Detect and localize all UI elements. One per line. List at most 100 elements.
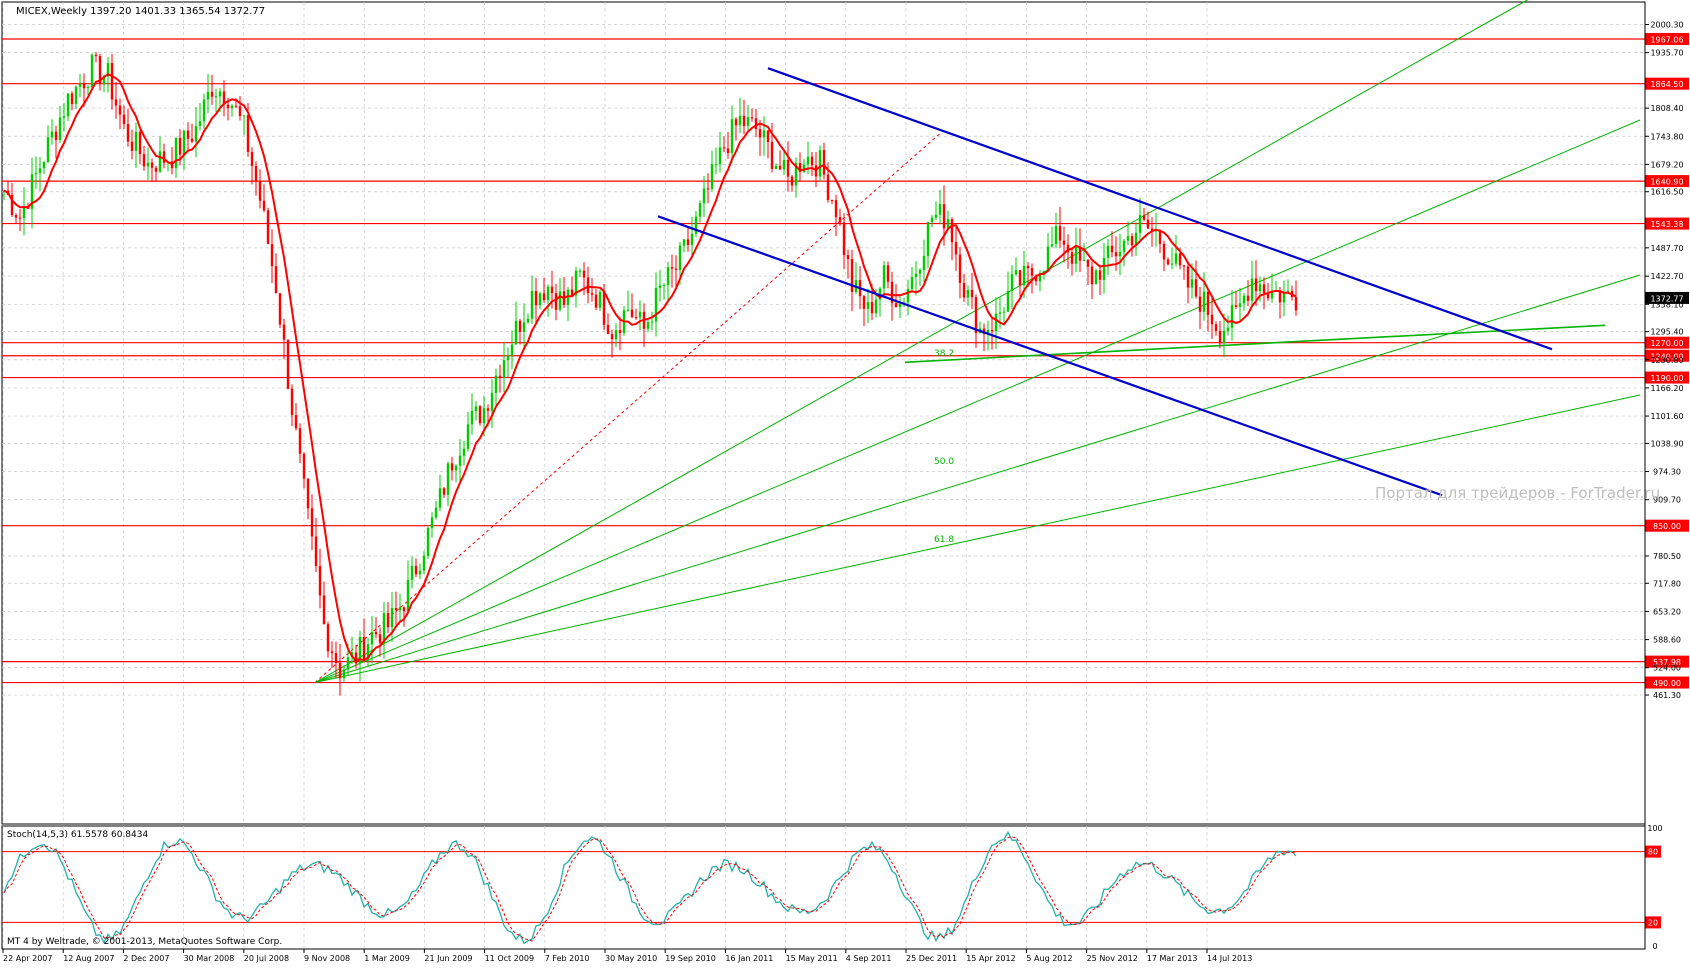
candle-body <box>274 266 278 294</box>
candle-body <box>550 286 554 294</box>
candle-body <box>566 289 570 305</box>
candle-body <box>1070 252 1074 264</box>
candle-body <box>1266 292 1270 299</box>
candle-body <box>634 317 638 319</box>
candle-body <box>306 478 310 509</box>
candle-body <box>390 608 394 628</box>
candle-body <box>1286 290 1290 293</box>
candle-body <box>182 130 186 155</box>
candle-body <box>498 375 502 378</box>
candle-body <box>386 613 390 628</box>
candle-body <box>1158 230 1162 244</box>
candle-body <box>994 313 998 332</box>
time-tick-label: 5 Aug 2012 <box>1026 954 1072 963</box>
candle-body <box>1150 228 1154 231</box>
price-tick-label: 780.50 <box>1653 552 1681 561</box>
candle-body <box>478 406 482 424</box>
candle-body <box>318 566 322 596</box>
candle-body <box>794 163 798 186</box>
candle-body <box>1282 292 1286 303</box>
price-tick-label: 1038.90 <box>1650 439 1683 448</box>
candle-body <box>1134 232 1138 246</box>
candle-body <box>474 406 478 412</box>
candle-body <box>1278 290 1282 303</box>
price-tick-label: 1230.80 <box>1650 356 1683 365</box>
candle-body <box>974 297 978 334</box>
candle-body <box>722 147 726 149</box>
time-tick-label: 16 Jan 2011 <box>725 954 773 963</box>
candle-body <box>206 91 210 100</box>
candle-body <box>90 54 94 88</box>
candle-body <box>1002 311 1006 313</box>
candle-body <box>686 239 690 246</box>
candle-body <box>1054 226 1058 245</box>
candle-body <box>558 291 562 310</box>
time-tick-label: 2 Dec 2007 <box>123 954 169 963</box>
candle-body <box>822 150 826 175</box>
candle-body <box>774 165 778 170</box>
candle-body <box>1202 291 1206 312</box>
candle-body <box>426 528 430 556</box>
candle-body <box>1110 245 1114 253</box>
candle-body <box>82 83 86 89</box>
time-tick-label: 1 Mar 2009 <box>364 954 410 963</box>
candle-body <box>418 570 422 575</box>
candle-body <box>242 115 246 117</box>
candle-body <box>458 455 462 466</box>
candle-body <box>342 669 346 679</box>
candle-body <box>42 161 46 169</box>
candle-body <box>286 339 290 389</box>
candle-body <box>682 239 686 246</box>
candle-body <box>1122 240 1126 252</box>
candle-body <box>1126 236 1130 241</box>
candle-body <box>1138 215 1142 233</box>
level-price-label: 537.98 <box>1653 658 1681 667</box>
candle-body <box>290 388 294 416</box>
candle-body <box>726 148 730 154</box>
candle-body <box>70 93 74 105</box>
candle-body <box>578 270 582 272</box>
candle-body <box>1234 305 1238 307</box>
candle-body <box>730 119 734 154</box>
candle-body <box>750 117 754 119</box>
candle-body <box>534 290 538 306</box>
candle-body <box>1026 265 1030 269</box>
price-tick-label: 974.30 <box>1653 468 1681 477</box>
candle-body <box>30 174 34 209</box>
candle-body <box>1178 253 1182 266</box>
stoch-tick-label: 0 <box>1652 942 1657 951</box>
time-tick-label: 17 Mar 2013 <box>1147 954 1198 963</box>
level-price-tag <box>1645 676 1689 689</box>
candle-body <box>1062 240 1066 245</box>
candle-body <box>1010 274 1014 291</box>
level-price-tag <box>1645 336 1689 349</box>
candle-body <box>106 63 110 77</box>
candle-body <box>598 291 602 308</box>
candle-body <box>602 291 606 325</box>
candle-body <box>1166 259 1170 265</box>
price-tick-label: 1808.40 <box>1650 104 1683 113</box>
candle-body <box>34 172 38 175</box>
time-tick-label: 12 Aug 2007 <box>63 954 114 963</box>
candle-body <box>934 214 938 218</box>
candle-body <box>1226 327 1230 331</box>
price-tick-label: 653.20 <box>1653 607 1681 616</box>
price-tick-label: 1487.70 <box>1650 244 1683 253</box>
stoch-panel-frame <box>1 825 1646 950</box>
candle-body <box>278 293 282 325</box>
time-tick-label: 19 Sep 2010 <box>665 954 716 963</box>
candle-body <box>254 165 258 182</box>
candle-body <box>538 293 542 306</box>
candle-body <box>398 607 402 611</box>
candle-body <box>950 219 954 243</box>
stoch-tick-label: 100 <box>1647 824 1662 833</box>
candle-body <box>946 219 950 229</box>
level-price-label: 1240.00 <box>1650 352 1683 361</box>
level-price-tag <box>1645 175 1689 188</box>
fan-ray <box>314 119 1641 683</box>
candle-body <box>1142 215 1146 220</box>
candle-body <box>526 318 530 323</box>
candle-body <box>78 83 82 87</box>
candle-body <box>110 63 114 100</box>
candle-body <box>246 115 250 152</box>
